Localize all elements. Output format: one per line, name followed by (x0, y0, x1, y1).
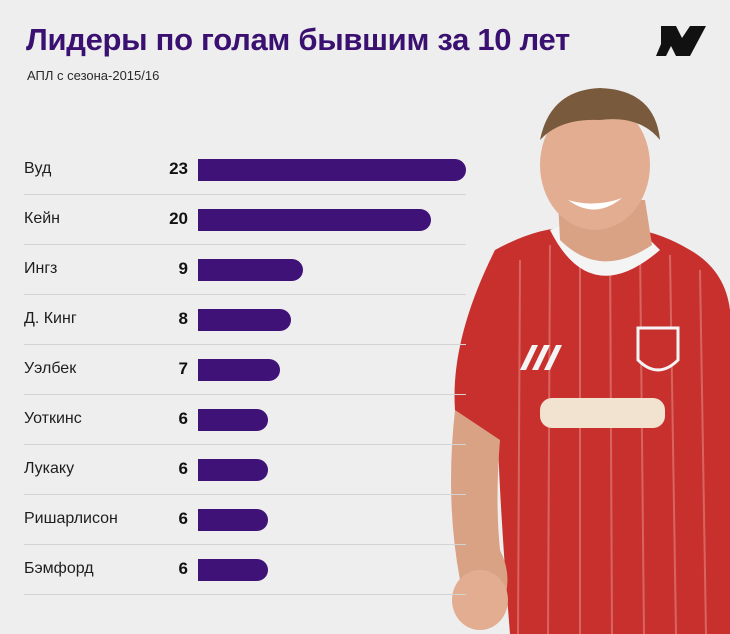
page-title: Лидеры по голам бывшим за 10 лет (26, 22, 570, 57)
category-label: Лукаку (24, 460, 75, 477)
bar (198, 309, 291, 331)
row-divider (24, 494, 466, 495)
bar (198, 459, 268, 481)
chart-row: Уэлбек 7 (24, 345, 466, 395)
category-label: Уоткинс (24, 410, 82, 427)
value-label: 8 (178, 309, 188, 328)
value-label: 6 (178, 459, 188, 478)
category-label: Ришарлисон (24, 510, 118, 527)
category-label: Ингз (24, 260, 58, 277)
chart-row: Бэмфорд 6 (24, 545, 466, 595)
chart-row: Ришарлисон 6 (24, 495, 466, 545)
chart-row: Уоткинс 6 (24, 395, 466, 445)
category-label: Уэлбек (24, 360, 77, 377)
bar (198, 209, 431, 231)
bar (198, 259, 303, 281)
value-label: 23 (169, 159, 188, 178)
bar (198, 559, 268, 581)
bar (198, 159, 466, 181)
category-label: Вуд (24, 160, 52, 177)
chart-row: Д. Кинг 8 (24, 295, 466, 345)
row-divider (24, 344, 466, 345)
value-label: 20 (169, 209, 188, 228)
publisher-logo-icon (656, 26, 706, 56)
bar (198, 409, 268, 431)
page-subtitle: АПЛ с сезона-2015/16 (27, 68, 160, 83)
value-label: 6 (178, 409, 188, 428)
bar (198, 509, 268, 531)
row-divider (24, 394, 466, 395)
bar (198, 359, 280, 381)
row-divider (24, 444, 466, 445)
row-divider (24, 244, 466, 245)
row-divider (24, 294, 466, 295)
value-label: 6 (178, 559, 188, 578)
chart-row: Вуд 23 (24, 145, 466, 195)
value-label: 7 (178, 359, 188, 378)
category-label: Д. Кинг (24, 310, 77, 327)
player-photo (451, 88, 730, 634)
row-divider (24, 194, 466, 195)
value-label: 9 (178, 259, 188, 278)
chart-row: Лукаку 6 (24, 445, 466, 495)
chart-row: Кейн 20 (24, 195, 466, 245)
value-label: 6 (178, 509, 188, 528)
row-divider (24, 544, 466, 545)
category-label: Бэмфорд (24, 560, 94, 577)
row-divider (24, 594, 466, 595)
chart-row: Ингз 9 (24, 245, 466, 295)
category-label: Кейн (24, 210, 60, 227)
